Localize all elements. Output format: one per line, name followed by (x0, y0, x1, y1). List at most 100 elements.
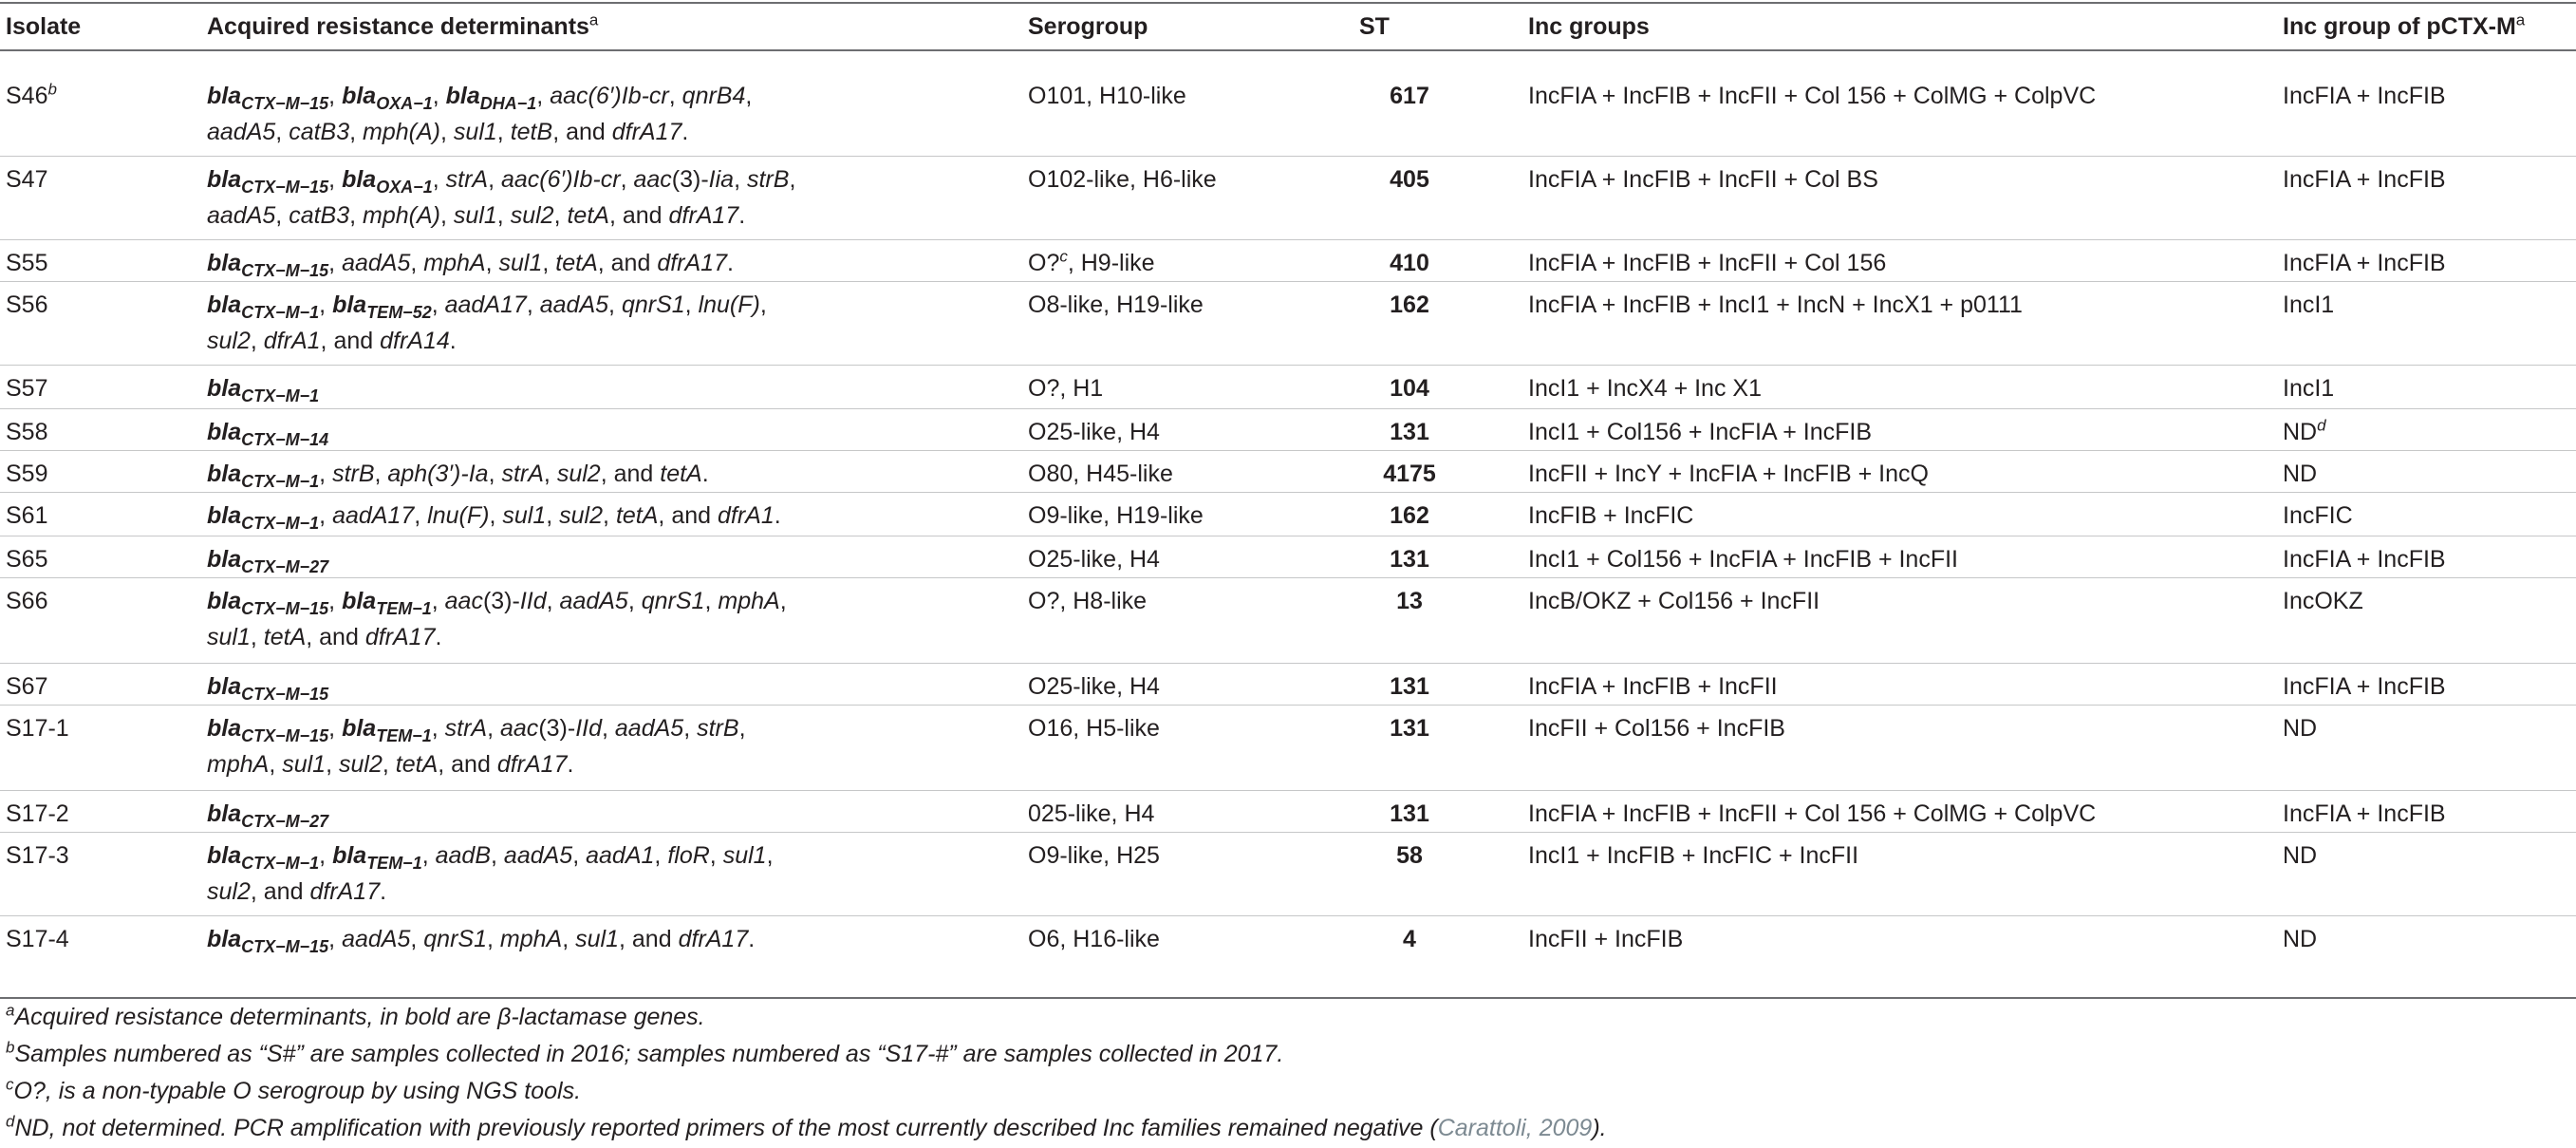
isolate-cell: S65 (6, 541, 47, 577)
gene-subscript: CTX−M−15 (241, 178, 329, 197)
inc-groups-cell: IncFIA + IncFIB + IncFII + Col 156 (1528, 250, 1887, 276)
inc-pctx-cell: IncI1 (2283, 370, 2334, 406)
resistance-gene: dfrA17 (611, 119, 682, 145)
resistance-gene: floR (667, 842, 710, 869)
gene-subscript: TEM−52 (366, 303, 432, 322)
citation-link[interactable]: Carattoli, 2009 (1437, 1115, 1593, 1141)
gene-prefix: bla (207, 419, 242, 445)
resistance-gene: sul1 (722, 842, 767, 869)
gene-subscript: CTX−M−1 (241, 303, 320, 322)
isolate-footnote-mark: b (47, 80, 57, 99)
row-divider (0, 365, 2576, 366)
serogroup-text: O102-like, H6-like (1028, 166, 1217, 193)
resistance-gene: strB (332, 461, 375, 487)
gene-prefix: bla (332, 292, 367, 318)
serogroup-text: O25-like, H4 (1028, 673, 1160, 700)
resistance-gene: sul1 (498, 250, 543, 276)
separator-text: , and (608, 202, 669, 229)
resistance-gene: aac(6′)Ib-cr (550, 83, 669, 109)
serogroup-text-rest: , H9-like (1067, 250, 1155, 276)
gene-prefix: bla (332, 842, 367, 869)
footnote-mark: b (6, 1038, 15, 1057)
beta-lactamase-gene: blaCTX−M−15 (207, 673, 328, 703)
beta-lactamase-gene: blaTEM−52 (332, 292, 432, 321)
determinants-line: blaCTX−M−27 (207, 796, 328, 832)
gene-prefix: bla (342, 166, 377, 193)
serogroup-text: O9-like, H25 (1028, 842, 1160, 869)
resistance-gene: Iia (708, 166, 735, 193)
separator-text: , (546, 502, 560, 529)
inc-pctx-cell: IncFIA + IncFIB (2283, 796, 2446, 832)
inc-pctx-text: ND (2283, 419, 2318, 445)
separator-text: , (319, 292, 333, 318)
separator-text: , (488, 166, 501, 193)
separator-text: , (432, 83, 446, 109)
separator-text: , and (552, 119, 612, 145)
separator-text: , (496, 119, 511, 145)
serogroup-cell: O9-like, H25 (1028, 837, 1160, 874)
isolate-cell: S58 (6, 414, 47, 450)
resistance-gene: sul1 (453, 202, 497, 229)
resistance-gene: aadA17 (444, 292, 527, 318)
inc-pctx-text: IncFIA + IncFIB (2283, 166, 2446, 193)
resistance-gene: tetB (510, 119, 553, 145)
beta-lactamase-gene: blaCTX−M−1 (207, 292, 319, 321)
separator-text: , (779, 588, 787, 614)
gene-prefix: bla (207, 842, 242, 869)
inc-pctx-footnote-mark: d (2317, 416, 2326, 435)
resistance-gene: sul1 (207, 624, 251, 650)
resistance-gene: qnrS1 (641, 588, 705, 614)
separator-text: , (349, 119, 364, 145)
gene-prefix: bla (207, 800, 242, 827)
separator-text: . (380, 878, 387, 905)
resistance-gene: aadA17 (332, 502, 415, 529)
determinants-line: blaCTX−M−1, strB, aph(3′)-Ia, strA, sul2… (207, 456, 709, 492)
inc-groups-cell: IncFII + IncFIB (1528, 926, 1684, 952)
separator-text: , (269, 751, 283, 778)
header-serogroup: Serogroup (1028, 13, 1148, 40)
resistance-gene: aadA1 (586, 842, 655, 869)
determinants-line: sul1, tetA, and dfrA17. (207, 619, 441, 655)
resistance-gene: aadA5 (207, 202, 276, 229)
st-cell: 131 (1390, 800, 1429, 827)
beta-lactamase-gene: blaCTX−M−1 (207, 461, 319, 490)
resistance-gene: sul2 (207, 328, 251, 354)
resistance-gene: mphA (207, 751, 270, 778)
inc-pctx-text: IncI1 (2283, 292, 2335, 318)
resistance-gene: aadA5 (614, 715, 684, 742)
separator-text: , (683, 715, 698, 742)
determinants-line: blaCTX−M−15 (207, 668, 328, 705)
isolate-cell: S66 (6, 583, 47, 619)
determinants-line: blaCTX−M−15, blaOXA−1, strA, aac(6′)Ib-c… (207, 161, 795, 198)
separator-text: , (759, 292, 767, 318)
determinants-line: aadA5, catB3, mph(A), sul1, sul2, tetA, … (207, 198, 745, 234)
serogroup-text: O?, H8-like (1028, 588, 1148, 614)
isolate-cell: S17-3 (6, 837, 69, 874)
isolate-label: S58 (6, 419, 48, 445)
serogroup-cell: O25-like, H4 (1028, 414, 1160, 450)
header-determinants: Acquired resistance determinantsa (207, 10, 599, 40)
inc-pctx-cell: IncOKZ (2283, 583, 2363, 619)
gene-subscript: DHA−1 (479, 94, 537, 113)
separator-text: , and (320, 328, 381, 354)
inc-pctx-text: IncFIC (2283, 502, 2353, 529)
resistance-gene: qnrS1 (423, 926, 487, 952)
isolate-label: S57 (6, 375, 48, 402)
resistance-gene: aadA5 (559, 588, 628, 614)
isolate-cell: S67 (6, 668, 47, 705)
separator-text: , (526, 292, 540, 318)
separator-text: , (328, 250, 343, 276)
inc-pctx-text: IncI1 (2283, 375, 2335, 402)
separator-text: , (275, 119, 289, 145)
inc-pctx-text: ND (2283, 926, 2318, 952)
separator-text: , (414, 502, 428, 529)
separator-text: , (488, 461, 502, 487)
resistance-gene: aadA5 (207, 119, 276, 145)
separator-text: , (374, 461, 388, 487)
separator-text: , and (597, 250, 658, 276)
gene-subscript: OXA−1 (376, 178, 433, 197)
separator-text: , (627, 588, 642, 614)
inc-groups-cell: IncFIA + IncFIB + IncFII + Col 156 + Col… (1528, 83, 2097, 109)
resistance-gene: tetA (567, 202, 609, 229)
beta-lactamase-gene: blaTEM−1 (332, 842, 422, 872)
